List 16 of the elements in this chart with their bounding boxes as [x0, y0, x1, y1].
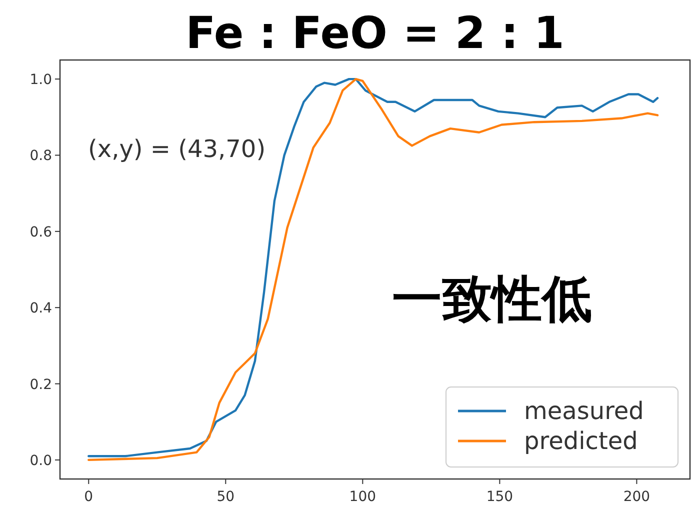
y-tick-label: 1.0	[30, 72, 52, 88]
legend-label: measured	[524, 397, 644, 425]
chart-title: Fe : FeO = 2 : 1	[186, 8, 564, 59]
x-tick-label: 50	[216, 489, 235, 505]
y-tick-label: 0.2	[30, 376, 52, 393]
legend-label: predicted	[524, 427, 638, 455]
x-tick-label: 200	[623, 489, 650, 505]
x-tick-label: 150	[486, 489, 514, 505]
y-tick-label: 0.0	[30, 452, 52, 469]
annotation: (x,y) = (43,70)	[88, 135, 266, 163]
x-tick-label: 0	[84, 489, 94, 505]
y-tick-label: 0.8	[30, 148, 52, 164]
y-tick-label: 0.4	[30, 300, 52, 317]
y-tick-label: 0.6	[30, 224, 52, 240]
x-tick-label: 100	[349, 489, 376, 505]
annotation: 一致性低	[392, 270, 592, 328]
